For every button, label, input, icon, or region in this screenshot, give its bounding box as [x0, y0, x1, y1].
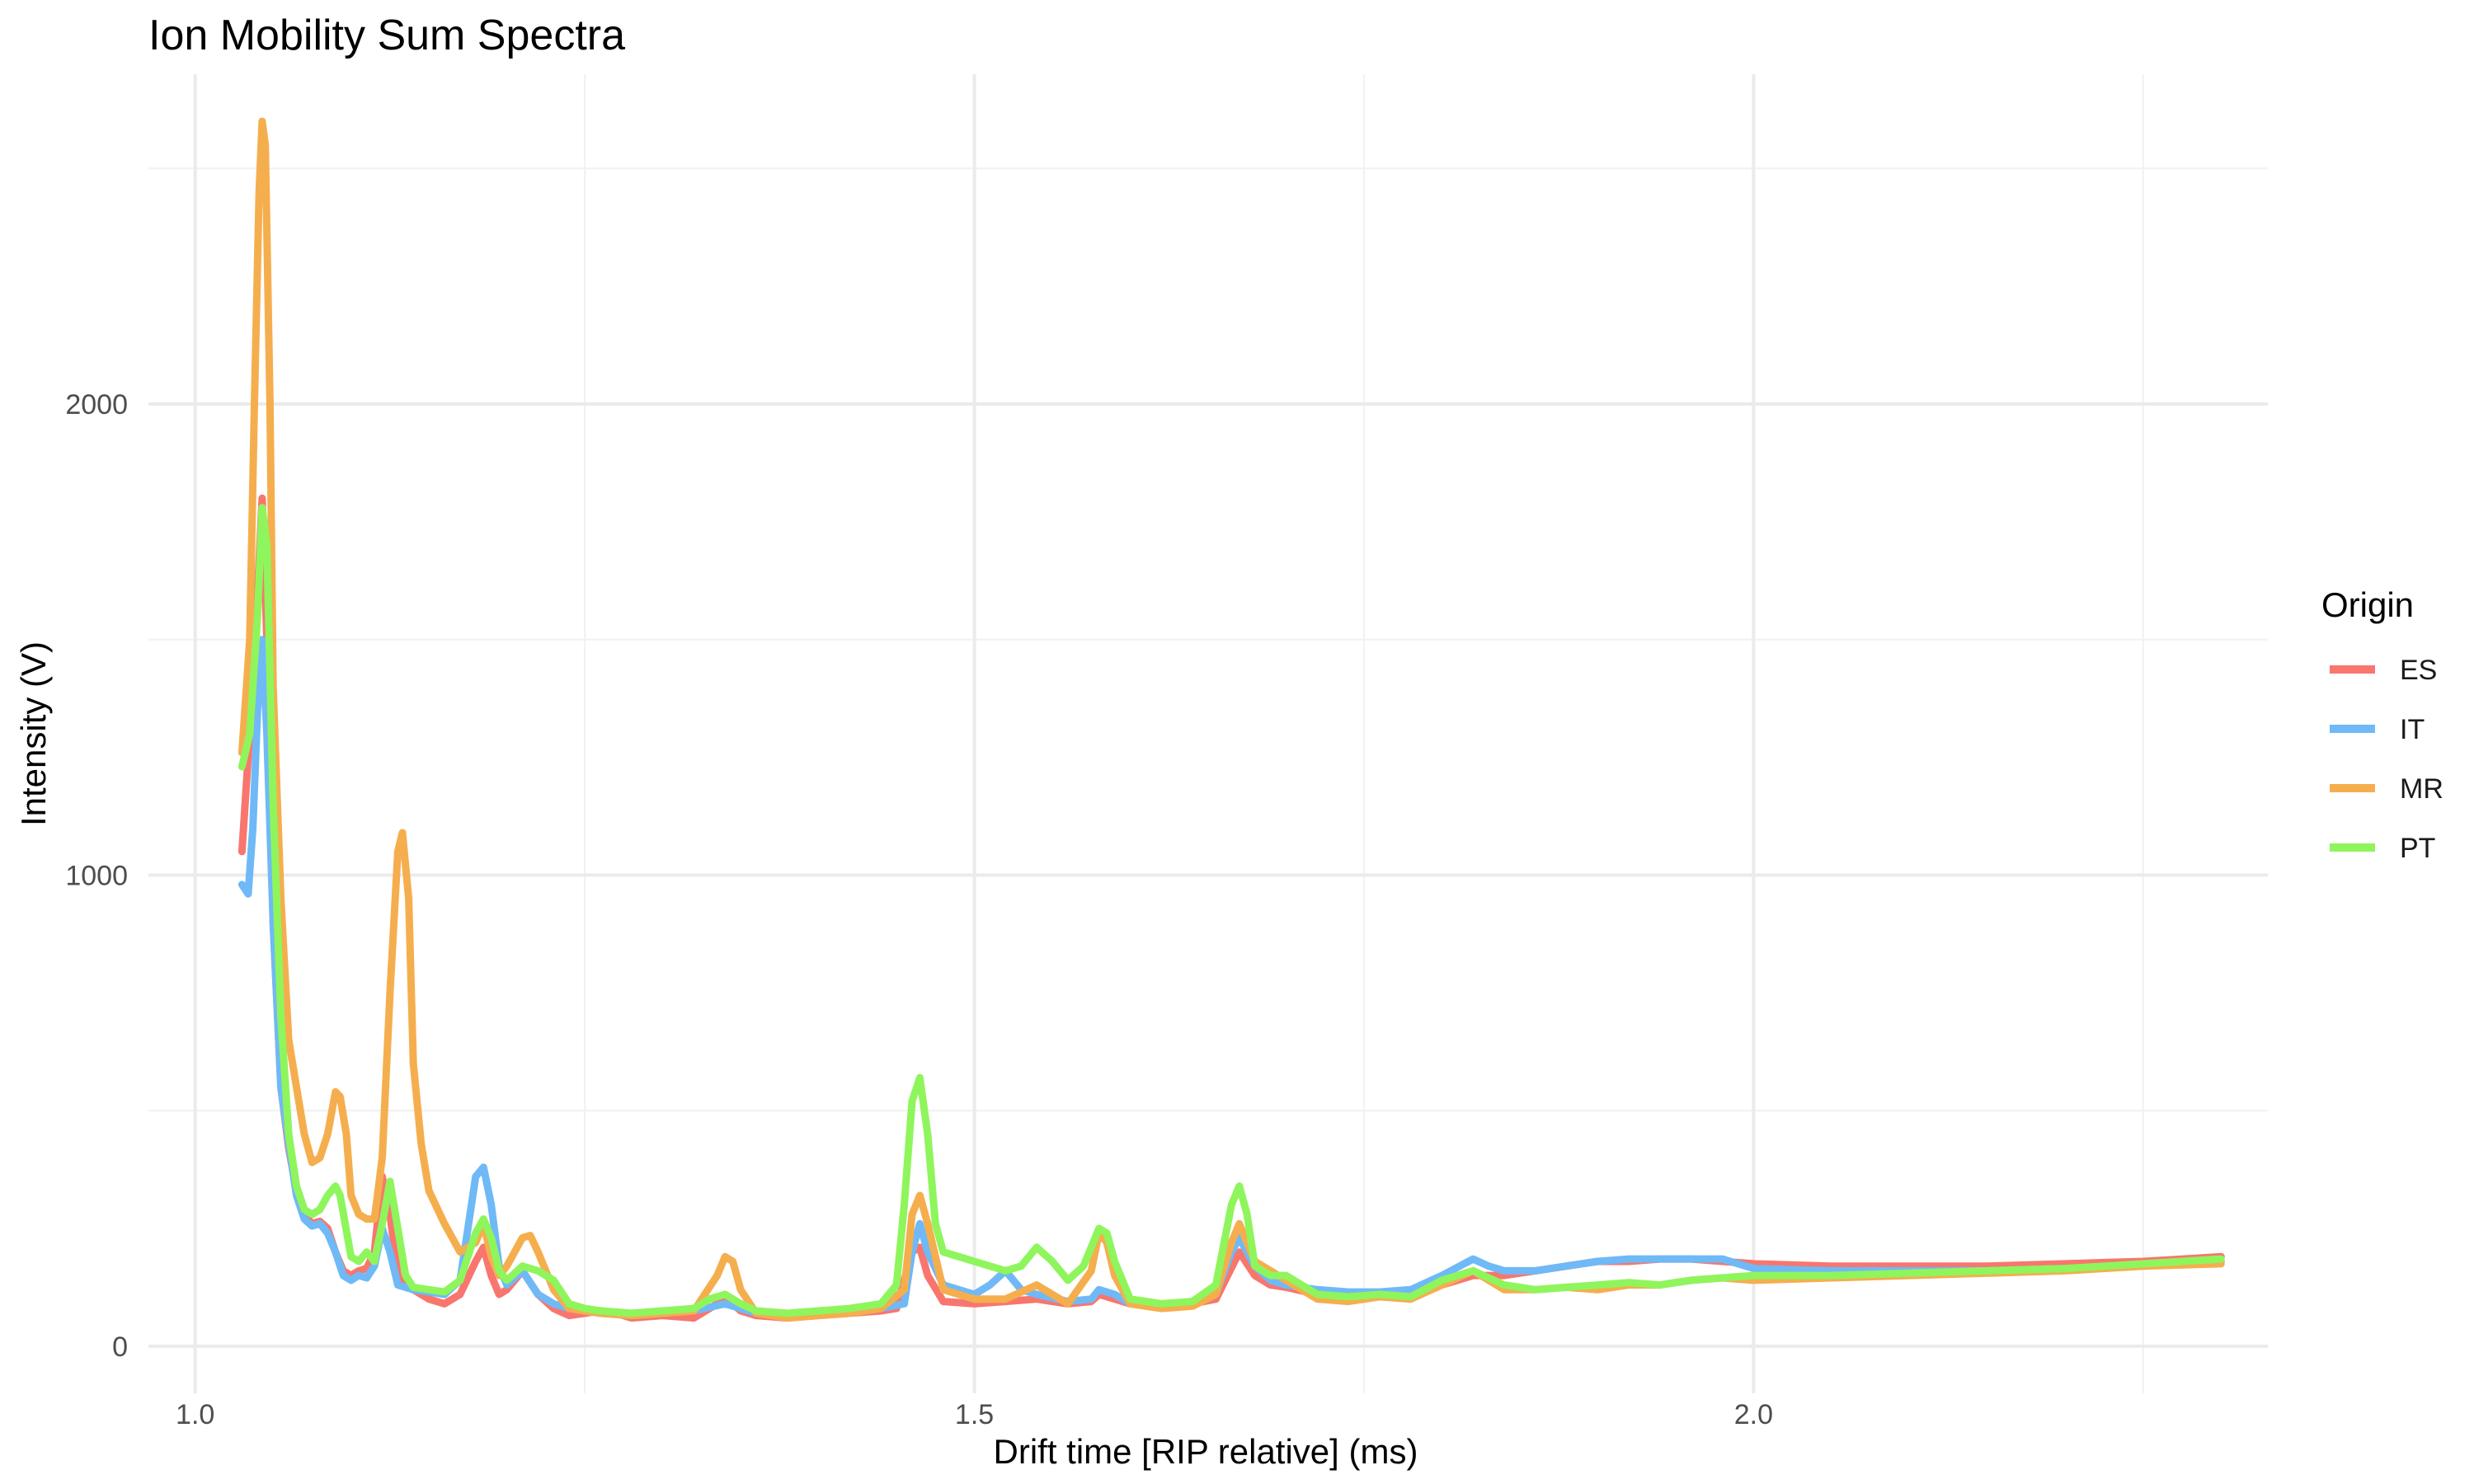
x-axis: 1.0 1.5 2.0: [176, 1399, 1773, 1430]
y-axis-title: Intensity (V): [14, 641, 53, 826]
legend-label-pt: PT: [2400, 833, 2435, 864]
legend-title: Origin: [2321, 585, 2414, 624]
x-tick-label: 1.0: [176, 1399, 214, 1430]
x-axis-title: Drift time [RIP relative] (ms): [994, 1432, 1418, 1471]
series-line-mr: [238, 117, 2225, 1322]
x-tick-label: 1.5: [955, 1399, 994, 1430]
y-tick-label: 2000: [65, 389, 128, 420]
series-line-pt: [238, 504, 2225, 1317]
x-tick-label: 2.0: [1734, 1399, 1773, 1430]
series-lines: [238, 117, 2225, 1322]
legend-items: ES IT MR PT: [2330, 655, 2443, 864]
legend-label-it: IT: [2400, 714, 2425, 745]
series-line-es: [238, 494, 2225, 1322]
legend-label-mr: MR: [2400, 773, 2443, 805]
gridlines: [148, 74, 2268, 1393]
plot-area: [148, 74, 2268, 1393]
legend: Origin ES IT MR PT: [2321, 585, 2443, 864]
y-axis: 0 1000 2000: [65, 389, 128, 1363]
y-tick-label: 1000: [65, 860, 128, 891]
chart-title: Ion Mobility Sum Spectra: [148, 12, 625, 59]
y-tick-label: 0: [112, 1331, 128, 1363]
legend-label-es: ES: [2400, 655, 2437, 686]
